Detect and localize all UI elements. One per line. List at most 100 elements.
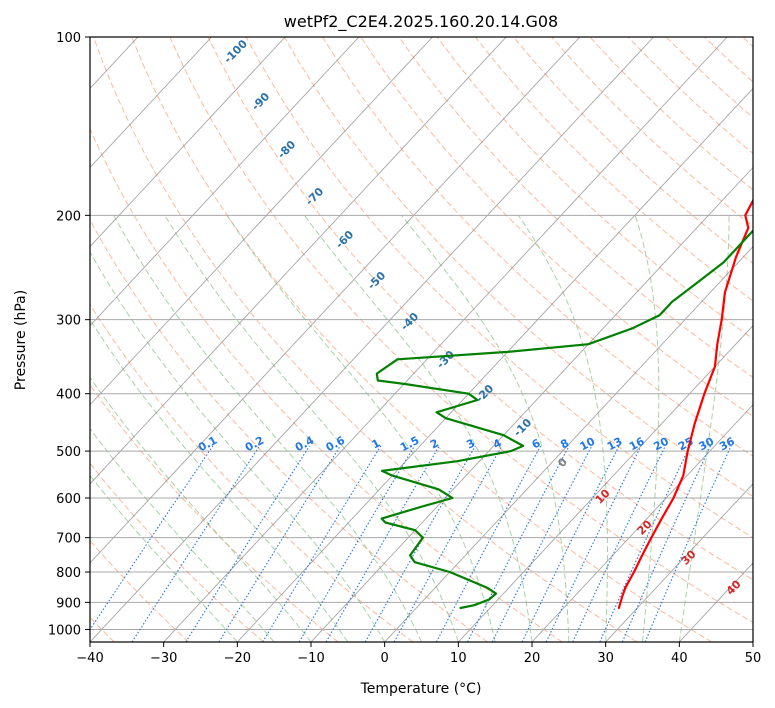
mixing-ratio-line xyxy=(491,445,593,642)
dry-adiabat-line xyxy=(90,462,264,642)
moist-adiabat-line xyxy=(113,215,422,642)
mixing-ratio-line xyxy=(185,445,310,642)
mixing-ratio-line xyxy=(467,445,570,642)
mixing-ratio-line xyxy=(521,445,620,642)
isotherm-line xyxy=(90,37,212,169)
mixing-ratio-label: 25 xyxy=(676,435,696,454)
moist-adiabat-line xyxy=(90,427,275,642)
x-tick-label: −20 xyxy=(224,651,251,666)
x-tick-label: 50 xyxy=(745,651,762,666)
dry-adiabat-label: -100 xyxy=(221,37,250,66)
mixing-ratio-line xyxy=(435,445,542,642)
mixing-ratio-line xyxy=(90,445,214,631)
isotherm-line xyxy=(90,37,433,406)
mixing-ratio-label: 20 xyxy=(651,435,671,454)
isotherm-line xyxy=(458,324,753,642)
y-tick-label: 1000 xyxy=(48,623,81,638)
isotherm-line xyxy=(605,483,753,642)
dry-adiabat-label: 10 xyxy=(593,486,613,506)
isotherm-line xyxy=(90,37,654,642)
y-tick-label: 500 xyxy=(56,445,81,460)
isotherm-line xyxy=(90,37,360,327)
x-tick-label: 10 xyxy=(450,651,467,666)
mixing-ratio-label: 10 xyxy=(578,435,598,454)
mixing-ratio-label: 4 xyxy=(491,436,504,451)
mixing-ratio-label: 13 xyxy=(605,435,625,454)
dry-adiabat-line xyxy=(283,37,753,498)
moist-adiabat-line xyxy=(678,215,730,642)
dry-adiabat-line xyxy=(131,37,712,642)
y-tick-label: 100 xyxy=(56,31,81,46)
mixing-ratio-line xyxy=(644,445,732,642)
dry-adiabat-label: -70 xyxy=(303,185,326,208)
isotherm-line xyxy=(679,562,753,642)
x-tick-label: 30 xyxy=(597,651,614,666)
isotherm-line xyxy=(384,245,753,642)
x-tick-label: 0 xyxy=(381,651,389,666)
dry-adiabat-line xyxy=(245,37,753,539)
axes: −40 −30 −20 −10 0 10 20 30 40 50 100 200 300 400 500 60… xyxy=(48,31,761,666)
temperature-profile-line xyxy=(617,198,753,610)
moist-adiabat-line xyxy=(634,215,660,642)
moist-adiabat-line xyxy=(303,215,533,642)
dry-adiabat-line xyxy=(90,303,414,642)
isotherm-line xyxy=(752,641,753,642)
moist-adiabat-line xyxy=(517,215,608,642)
dry-adiabat-label: -30 xyxy=(434,348,457,371)
mixing-ratio-label: 1 xyxy=(370,436,383,451)
mixing-ratio-line xyxy=(298,445,415,642)
dry-adiabat-label: -10 xyxy=(511,416,534,439)
dry-adiabat-line xyxy=(665,37,753,119)
isotherm-line xyxy=(90,37,286,248)
x-tick-label: −10 xyxy=(297,651,324,666)
isotherm-line xyxy=(237,87,753,642)
dry-adiabat-label: -90 xyxy=(249,90,272,113)
dry-adiabat-line xyxy=(551,37,753,228)
dry-adiabat-line xyxy=(360,37,753,418)
dry-adiabat-line xyxy=(322,37,753,457)
mixing-ratio-line xyxy=(131,445,261,642)
isotherm-line xyxy=(0,37,64,642)
dry-adiabat-label: -80 xyxy=(275,138,298,161)
dry-adiabat-line xyxy=(742,37,753,48)
y-axis-label: Pressure (hPa) xyxy=(13,290,29,390)
dry-adiabat-label: -40 xyxy=(398,310,421,333)
dry-adiabat-label: -60 xyxy=(333,228,356,251)
isotherm-line xyxy=(531,404,753,642)
moist-adiabat-line xyxy=(226,215,496,642)
dry-adiabat-line xyxy=(93,37,638,642)
isotherm-line xyxy=(90,37,581,564)
isotherm-line xyxy=(90,37,507,485)
x-tick-label: −40 xyxy=(76,651,103,666)
dry-adiabat-line xyxy=(436,37,753,340)
y-tick-label: 600 xyxy=(56,492,81,507)
isotherm-line xyxy=(163,37,728,642)
moist-adiabat-line xyxy=(164,215,459,642)
dry-adiabat-line xyxy=(90,127,563,642)
y-tick-label: 900 xyxy=(56,596,81,611)
dry-adiabat-line xyxy=(207,37,753,581)
moist-adiabat-line xyxy=(90,474,238,642)
mixing-ratio-line xyxy=(545,445,642,642)
plot-frame xyxy=(89,36,754,643)
isotherm-line xyxy=(310,166,753,642)
mixing-ratio-label: 30 xyxy=(697,435,717,454)
mixing-ratio-label: 16 xyxy=(627,435,647,454)
y-tick-label: 400 xyxy=(56,388,81,403)
moist-adiabat-line xyxy=(90,250,386,642)
mixing-ratio-line xyxy=(218,445,341,642)
y-tick-label: 300 xyxy=(56,314,81,329)
mixing-ratio-line xyxy=(621,445,711,642)
chart-title: wetPf2_C2E4.2025.160.20.14.G08 xyxy=(284,12,558,32)
dry-adiabat-line xyxy=(90,384,339,642)
mixing-ratio-label: 2 xyxy=(428,436,441,451)
y-tick-label: 200 xyxy=(56,209,81,224)
dry-adiabat-line xyxy=(169,37,753,624)
mixing-ratio-line xyxy=(325,445,440,642)
dry-adiabat-label: 30 xyxy=(679,547,699,567)
y-tick-label: 800 xyxy=(56,566,81,581)
mixing-ratio-line xyxy=(262,445,382,642)
mixing-ratio-line xyxy=(572,445,666,642)
dewpoint-profile-line xyxy=(375,229,753,610)
x-tick-label: 20 xyxy=(524,651,541,666)
